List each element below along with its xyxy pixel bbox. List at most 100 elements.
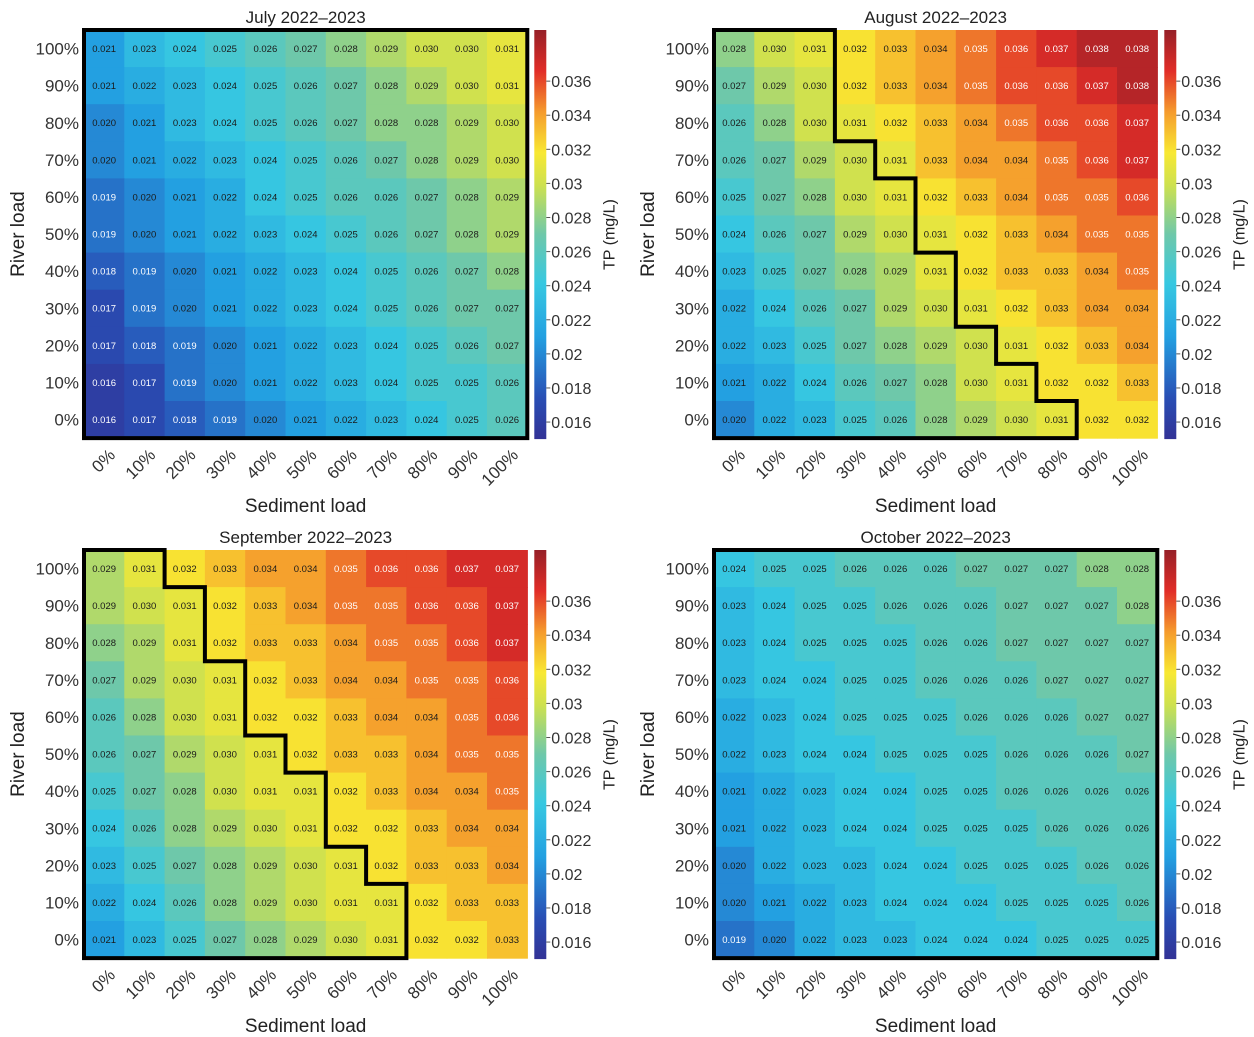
heatmap-cell [84,401,125,439]
cell-value-label: 0.027 [803,267,827,278]
heatmap-cell [794,772,836,811]
cell-value-label: 0.023 [722,267,746,278]
panel-title: August 2022–2023 [864,8,1007,27]
heatmap-cell [1076,735,1118,774]
cell-value-label: 0.031 [294,824,318,835]
heatmap-cell [325,363,367,402]
cell-value-label: 0.024 [803,378,827,389]
cell-value-label: 0.025 [455,378,479,389]
cell-value-label: 0.030 [133,601,157,612]
heatmap-cell [124,846,166,885]
heatmap-cell [84,883,125,922]
x-tick-label: 20% [792,965,829,1002]
heatmap-cell [366,921,407,959]
cell-value-label: 0.025 [415,341,439,352]
cell-value-label: 0.024 [964,935,988,946]
cell-value-label: 0.027 [1085,601,1109,612]
cell-value-label: 0.028 [1125,601,1149,612]
cell-value-label: 0.031 [843,118,867,129]
x-tick-label: 0% [88,965,119,996]
heatmap-cell [996,921,1037,959]
heatmap-cell [325,587,367,625]
heatmap-cell [996,252,1037,291]
x-tick-label: 50% [913,445,950,482]
heatmap-cell [1036,289,1078,328]
heatmap-cell [754,661,796,699]
heatmap-cell [915,550,957,588]
heatmap-cell [794,289,836,328]
heatmap-cell [1117,772,1158,811]
cell-value-label: 0.034 [964,155,988,166]
heatmap-cell [84,661,125,699]
cell-value-label: 0.027 [455,304,479,315]
cell-value-label: 0.037 [1125,118,1149,129]
heatmap-cell [996,326,1037,365]
cell-value-label: 0.033 [455,861,479,872]
heatmap-cell [955,252,997,291]
heatmap-cell [834,698,876,737]
heatmap-cell [714,326,755,365]
heatmap-cell [285,289,327,328]
cell-value-label: 0.035 [1085,229,1109,240]
y-tick-label: 60% [45,708,79,727]
cell-value-label: 0.033 [294,675,318,686]
heatmap-cell [84,846,125,885]
x-tick-label: 40% [873,445,910,482]
cell-value-label: 0.016 [92,378,116,389]
heatmap-cell [915,178,957,217]
cell-value-label: 0.021 [213,304,237,315]
heatmap-cell [84,809,125,848]
heatmap-cell [325,67,367,105]
cell-value-label: 0.037 [1085,81,1109,92]
heatmap-cell [446,735,488,774]
cell-value-label: 0.024 [213,118,237,129]
heatmap-cell [915,809,957,848]
cell-value-label: 0.024 [924,861,948,872]
heatmap-cell [834,326,876,365]
cell-value-label: 0.023 [803,861,827,872]
cell-value-label: 0.026 [1004,712,1028,723]
heatmap-cell [84,550,125,588]
cell-value-label: 0.032 [1045,378,1069,389]
heatmap-cell [794,178,836,217]
cell-value-label: 0.027 [722,81,746,92]
cell-value-label: 0.021 [253,378,277,389]
cell-value-label: 0.032 [374,824,398,835]
heatmap-cell [204,252,246,291]
heatmap-cell [714,67,755,105]
cell-value-label: 0.022 [253,267,277,278]
cell-value-label: 0.034 [495,824,519,835]
cell-value-label: 0.025 [924,787,948,798]
x-tick-label: 10% [752,445,789,482]
y-tick-label: 30% [675,819,709,838]
heatmap-cell [285,326,327,365]
cell-value-label: 0.034 [374,675,398,686]
cell-value-label: 0.024 [763,675,787,686]
cell-value-label: 0.019 [173,378,197,389]
x-tick-label: 20% [792,445,829,482]
cell-value-label: 0.031 [1045,415,1069,426]
cell-value-label: 0.025 [883,638,907,649]
cell-value-label: 0.023 [763,712,787,723]
cell-value-label: 0.024 [253,192,277,203]
cell-value-label: 0.024 [883,787,907,798]
cell-value-label: 0.024 [173,44,197,55]
y-tick-label: 20% [675,856,709,875]
heatmap-cell [204,326,246,365]
cell-value-label: 0.037 [495,601,519,612]
heatmap-cell [285,178,327,217]
cell-value-label: 0.035 [415,638,439,649]
cell-value-label: 0.019 [133,304,157,315]
heatmap-cell [406,883,448,922]
heatmap-cell [124,104,166,142]
heatmap-cell [714,363,755,402]
cell-value-label: 0.027 [455,267,479,278]
x-tick-label: 10% [752,965,789,1002]
cell-value-label: 0.030 [495,155,519,166]
heatmap-cell [754,104,796,142]
cell-value-label: 0.031 [924,267,948,278]
heatmap-cell [325,30,367,68]
cell-value-label: 0.026 [495,415,519,426]
heatmap-cell [487,624,528,662]
cell-value-label: 0.035 [374,638,398,649]
